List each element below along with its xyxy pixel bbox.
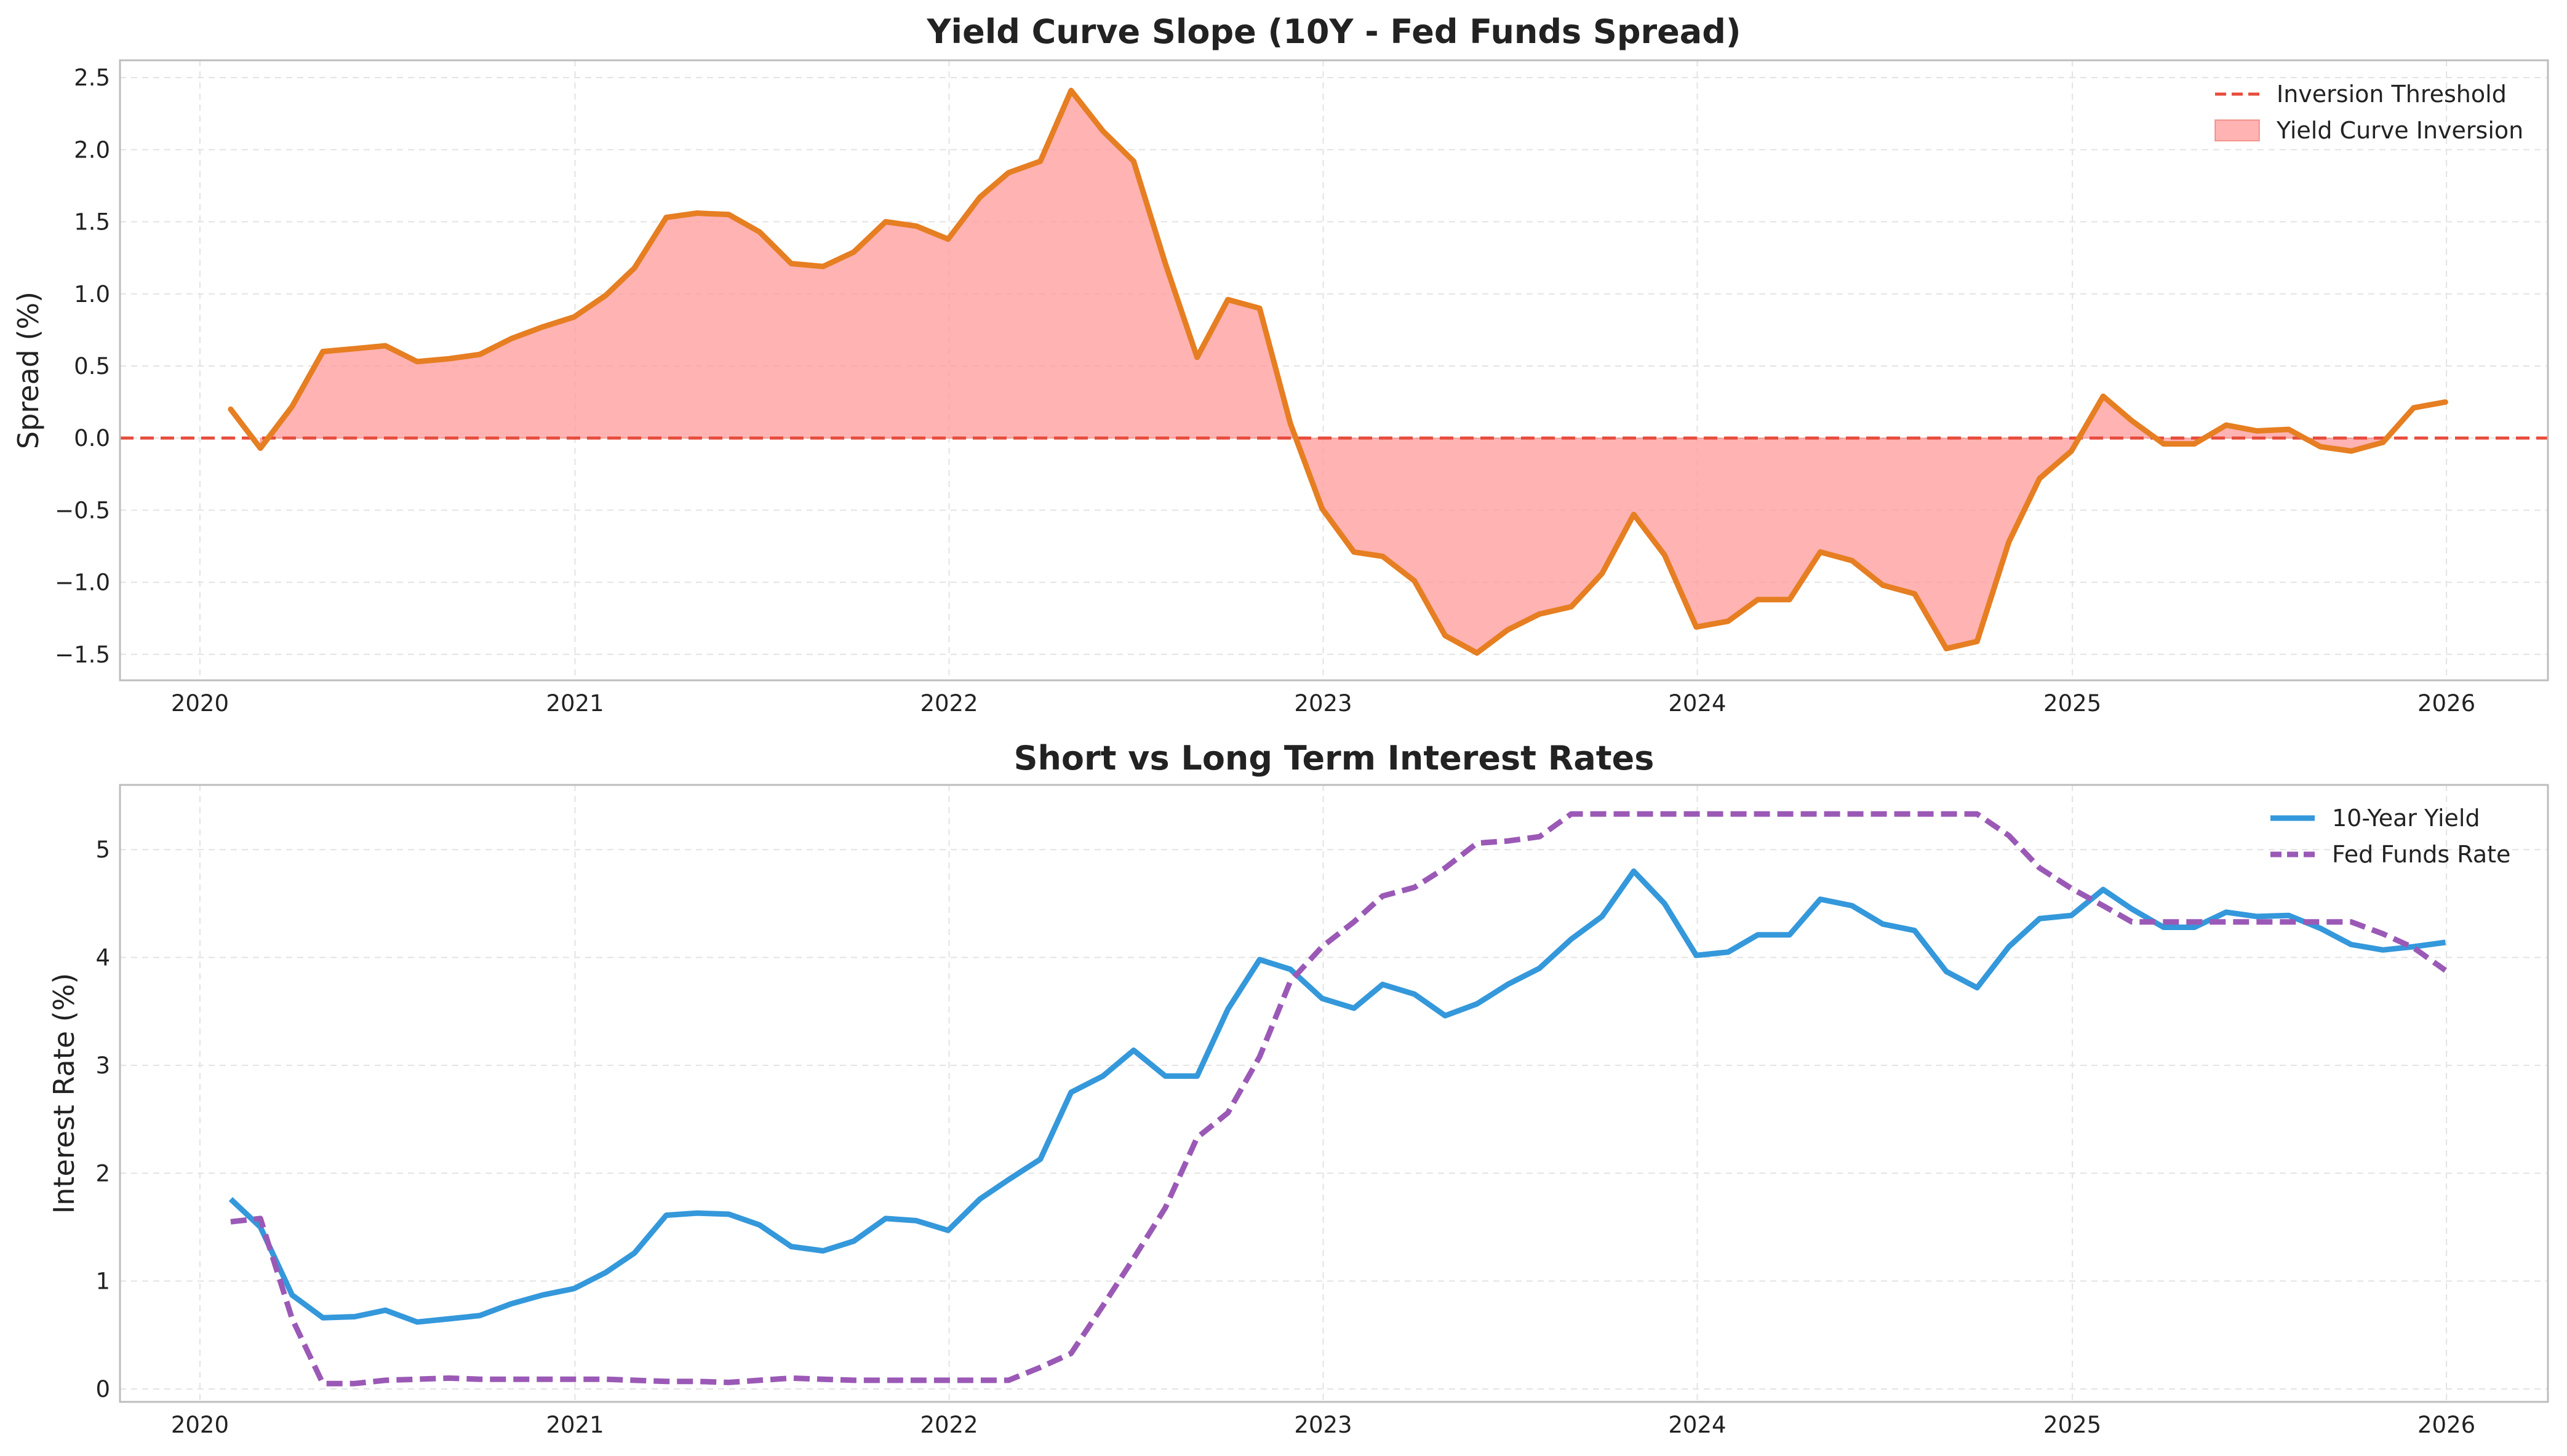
spread-y-axis-label: Spread (%)	[12, 292, 45, 449]
y-tick-label: 2.5	[74, 65, 110, 91]
spread-line	[228, 87, 2448, 656]
legend-swatch-yield-curve-inversion	[2214, 119, 2260, 141]
x-tick-label: 2023	[1294, 1412, 1352, 1438]
legend-label-fed-funds-rate: Fed Funds Rate	[2332, 841, 2510, 868]
x-tick-label: 2020	[171, 1412, 229, 1438]
x-tick-label: 2021	[546, 690, 604, 717]
y-tick-label: 0	[95, 1376, 110, 1402]
x-tick-label: 2026	[2417, 690, 2475, 717]
y-tick-label: 1	[95, 1268, 110, 1295]
y-tick-label: 3	[95, 1052, 110, 1079]
rates-y-axis-label: Interest Rate (%)	[47, 973, 81, 1214]
rates-grid	[120, 785, 2548, 1402]
legend-label-10-year-yield: 10-Year Yield	[2332, 805, 2480, 832]
y-tick-label: 2.0	[74, 137, 110, 163]
x-tick-label: 2025	[2043, 690, 2101, 717]
x-tick-label: 2022	[920, 1412, 978, 1438]
x-tick-label: 2025	[2043, 1412, 2101, 1438]
series-line-10-year-yield	[228, 868, 2446, 1325]
x-tick-label: 2020	[171, 690, 229, 717]
legend-label-yield-curve-inversion: Yield Curve Inversion	[2276, 117, 2523, 144]
y-tick-label: 2	[95, 1160, 110, 1187]
spread-panel: Yield Curve Slope (10Y - Fed Funds Sprea…	[12, 12, 2549, 717]
y-tick-label: −0.5	[55, 497, 110, 523]
x-tick-label: 2024	[1668, 690, 1726, 717]
x-tick-label: 2022	[920, 690, 978, 717]
rates-chart-title: Short vs Long Term Interest Rates	[1014, 739, 1655, 778]
spread-ticks: 2020 2021 2022 2023 2024 2025 2026 −1.5 −1.0 −0.5…	[55, 65, 2475, 717]
y-tick-label: 4	[95, 945, 110, 971]
y-tick-label: 0.0	[74, 425, 110, 452]
rates-series	[228, 811, 2448, 1386]
spread-series	[228, 87, 2448, 656]
y-tick-label: 1.5	[74, 209, 110, 236]
y-tick-label: −1.0	[55, 570, 110, 596]
y-tick-label: 5	[95, 837, 110, 863]
rates-panel: Short vs Long Term Interest Rates Intere…	[47, 739, 2549, 1438]
spread-legend: Inversion Threshold Yield Curve Inversio…	[2214, 81, 2523, 144]
y-tick-label: −1.5	[55, 642, 110, 668]
legend-label-inversion-threshold: Inversion Threshold	[2277, 81, 2507, 108]
series-line-fed-funds-rate	[230, 811, 2448, 1386]
rates-plot-frame	[119, 784, 2549, 1403]
y-tick-label: 1.0	[74, 281, 110, 308]
spread-chart-title: Yield Curve Slope (10Y - Fed Funds Sprea…	[926, 12, 1741, 51]
rates-legend: 10-Year Yield Fed Funds Rate	[2270, 805, 2510, 868]
x-tick-label: 2023	[1294, 690, 1352, 717]
rates-ticks: 2020 2021 2022 2023 2024 2025 2026 0 1 2 3 4 5	[95, 837, 2475, 1438]
spread-plot-frame	[119, 59, 2549, 682]
x-tick-label: 2021	[546, 1412, 604, 1438]
y-tick-label: 0.5	[74, 353, 110, 380]
x-tick-label: 2024	[1668, 1412, 1726, 1438]
x-tick-label: 2026	[2417, 1412, 2475, 1438]
